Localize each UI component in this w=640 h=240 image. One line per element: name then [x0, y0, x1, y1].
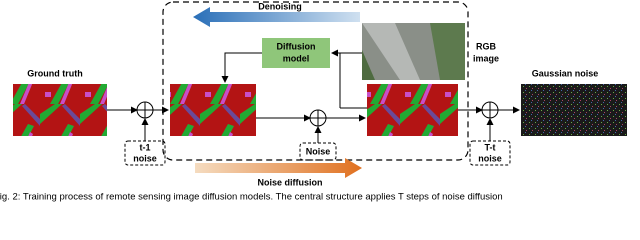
gaussian-noise-label: Gaussian noise: [532, 68, 599, 78]
gaussian-noise-image: [521, 84, 627, 136]
noise-label: noise: [478, 153, 502, 163]
noise-label: t-1: [140, 142, 151, 152]
ground-truth-label: Ground truth: [27, 68, 83, 78]
noise-diffusion-arrow: [195, 158, 362, 178]
noise-label: T-t: [485, 142, 496, 152]
caption: Fig. 2: Training process of remote sensi…: [0, 192, 503, 202]
noise-diffusion-label: Noise diffusion: [258, 177, 323, 187]
denoising-label: Denoising: [258, 1, 302, 11]
diffusion-model-label: model: [283, 53, 310, 63]
ground-truth-image: [13, 84, 107, 136]
diffusion-model-box: [262, 38, 330, 68]
rgb-label: RGB: [476, 41, 497, 51]
noise-label: Noise: [306, 146, 331, 156]
noise-label: noise: [133, 153, 157, 163]
central-box: [162, 1, 469, 161]
diagram: Denoising Diffusion model RGB image Grou…: [0, 1, 627, 202]
denoising-arrow: [193, 7, 360, 27]
diffusion-model-label: Diffusion: [277, 41, 316, 51]
noisy-image: [367, 84, 458, 136]
rgb-label: image: [473, 53, 499, 63]
noisy-image: [170, 84, 256, 136]
